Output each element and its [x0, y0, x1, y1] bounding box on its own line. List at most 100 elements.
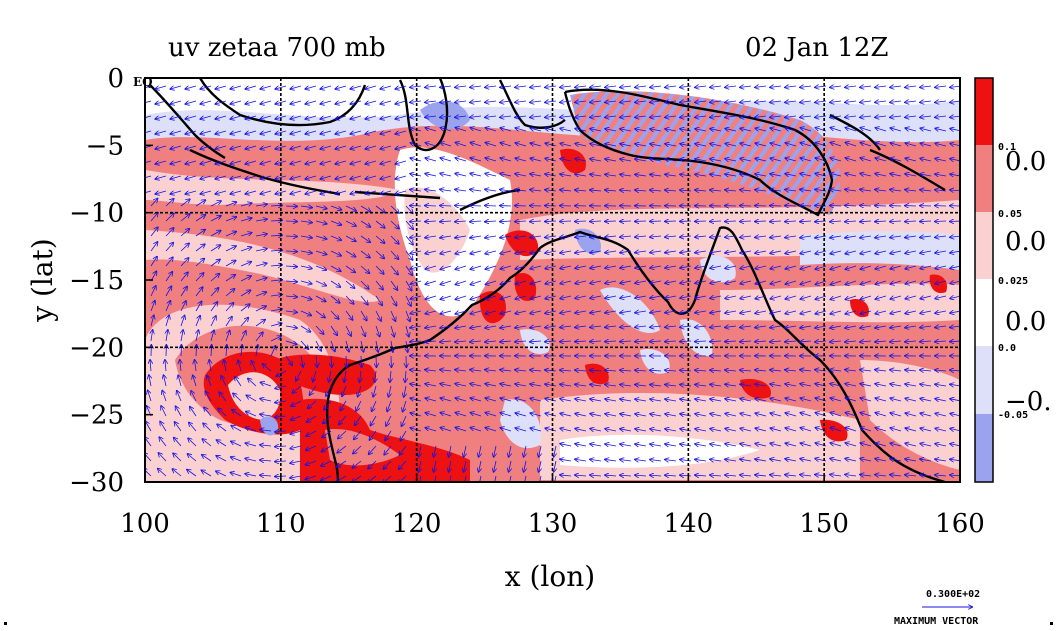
wind-vector: [605, 116, 617, 117]
colorbar-side-label-2: 0.0: [1005, 227, 1046, 257]
wind-vector: [935, 101, 947, 102]
x-tick-label: 150: [799, 509, 849, 539]
wind-vector: [801, 280, 812, 284]
y-tick-label: −25: [69, 401, 124, 431]
wind-vector: [270, 309, 282, 311]
wind-vector: [225, 217, 236, 222]
wind-vector: [620, 159, 632, 161]
wind-vector: [560, 128, 572, 131]
wind-vector: [180, 287, 187, 297]
wind-vector: [155, 116, 167, 119]
wind-vector: [210, 216, 221, 222]
wind-vector: [785, 221, 797, 222]
wind-vector: [605, 326, 617, 327]
wind-vector: [725, 144, 737, 146]
y-tick-label: 0: [107, 64, 124, 94]
wind-vector: [320, 146, 332, 149]
wind-vector: [170, 116, 182, 119]
wind-vector: [770, 143, 782, 146]
wind-vector: [530, 326, 542, 328]
wind-vector: [515, 311, 527, 314]
map-title: uv zetaa 700 mb: [168, 33, 386, 63]
wind-vector: [345, 310, 353, 320]
wind-vector: [155, 86, 167, 89]
wind-vector: [710, 144, 722, 146]
wind-vector: [300, 310, 311, 315]
wind-vector: [410, 116, 422, 117]
wind-vector: [695, 326, 707, 327]
wind-vector: [185, 131, 197, 134]
wind-vector: [365, 101, 377, 104]
wind-vector: [375, 280, 383, 289]
wind-vector: [300, 251, 312, 253]
wind-vector: [360, 295, 368, 305]
wind-vector: [470, 86, 482, 87]
wind-vector: [245, 131, 257, 134]
wind-vector: [425, 266, 437, 269]
wind-vector: [425, 236, 437, 238]
wind-vector: [470, 326, 482, 328]
wind-vector: [275, 161, 287, 164]
wind-vector: [905, 326, 917, 328]
wind-vector: [575, 296, 587, 298]
wind-vector: [300, 295, 311, 299]
wind-vector: [320, 161, 332, 164]
wind-vector: [650, 251, 662, 253]
wind-vector: [560, 101, 572, 102]
wind-vector: [725, 296, 737, 298]
wind-vector: [846, 280, 857, 284]
wind-vector: [211, 330, 214, 342]
wind-vector: [180, 214, 190, 222]
wind-vector: [695, 174, 707, 176]
wind-vector: [260, 131, 272, 134]
wind-vector: [425, 128, 437, 132]
wind-vector: [605, 129, 617, 131]
wind-vector: [770, 236, 782, 238]
wind-vector: [620, 86, 632, 87]
wind-vector: [695, 159, 707, 161]
wind-vector: [830, 189, 842, 191]
wind-vector: [515, 281, 527, 284]
wind-vector: [876, 280, 887, 284]
wind-vector: [905, 296, 917, 299]
wind-vector: [755, 101, 767, 102]
wind-vector: [245, 191, 257, 194]
wind-vector: [620, 129, 632, 131]
wind-vector: [785, 311, 797, 314]
wind-vector: [330, 325, 337, 335]
wind-vector: [830, 265, 842, 269]
wind-vector: [275, 131, 287, 134]
wind-vectors: [145, 86, 960, 482]
wind-vector: [375, 325, 380, 336]
wind-vector: [515, 251, 527, 253]
wind-vector: [500, 266, 512, 269]
wind-vector: [290, 86, 302, 89]
wind-vector: [905, 116, 917, 117]
wind-vector: [650, 281, 662, 283]
wind-vector: [935, 221, 947, 222]
wind-vector: [195, 200, 205, 207]
wind-vector: [330, 250, 341, 256]
wind-vector: [170, 191, 182, 194]
y-axis: 0 −5 −10 −15 −20 −25 −30: [69, 64, 153, 498]
wind-vector: [875, 221, 887, 222]
x-axis: 100 110 120 130 140 150 160: [120, 474, 985, 539]
colorbar-level-2: 0.05: [998, 209, 1022, 220]
wind-vector: [360, 265, 369, 273]
wind-vector: [635, 326, 647, 327]
wind-vector: [650, 296, 662, 298]
wind-vector: [455, 251, 467, 254]
wind-vector: [710, 296, 722, 298]
wind-vector: [830, 311, 842, 314]
wind-vector: [470, 311, 482, 314]
wind-vector: [861, 128, 872, 132]
wind-vector: [800, 86, 812, 87]
wind-vector: [560, 190, 572, 191]
wind-vector: [545, 221, 557, 222]
wind-vector: [290, 146, 302, 149]
wind-vector: [365, 131, 377, 134]
wind-vector: [785, 296, 797, 299]
wind-vector: [815, 116, 827, 117]
wind-vector: [740, 296, 752, 299]
wind-vector: [485, 251, 497, 254]
